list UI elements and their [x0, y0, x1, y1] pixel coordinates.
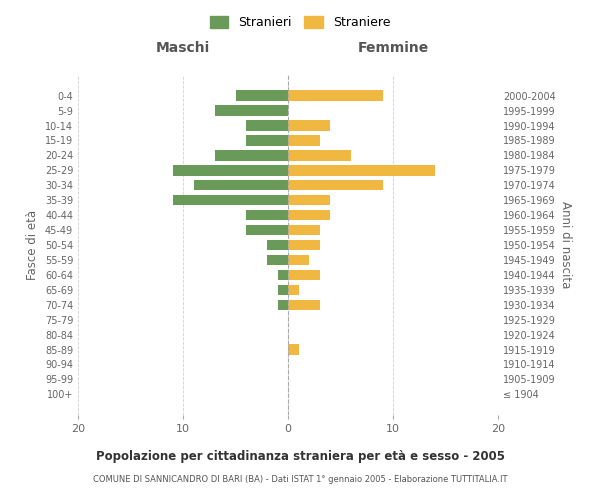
Bar — [215, 150, 288, 160]
Bar — [173, 195, 288, 205]
Bar — [288, 150, 351, 160]
Bar — [288, 240, 320, 250]
Bar — [288, 180, 383, 190]
Bar — [193, 180, 288, 190]
Legend: Stranieri, Straniere: Stranieri, Straniere — [205, 11, 395, 34]
Text: Femmine: Femmine — [358, 41, 428, 55]
Bar — [277, 284, 288, 295]
Bar — [267, 240, 288, 250]
Bar — [288, 165, 435, 175]
Bar — [215, 106, 288, 116]
Bar — [288, 300, 320, 310]
Bar — [288, 136, 320, 145]
Text: Maschi: Maschi — [156, 41, 210, 55]
Bar — [246, 225, 288, 235]
Bar — [288, 210, 330, 220]
Y-axis label: Anni di nascita: Anni di nascita — [559, 202, 572, 288]
Text: Popolazione per cittadinanza straniera per età e sesso - 2005: Popolazione per cittadinanza straniera p… — [95, 450, 505, 463]
Y-axis label: Fasce di età: Fasce di età — [26, 210, 39, 280]
Bar — [267, 254, 288, 265]
Bar — [173, 165, 288, 175]
Bar — [246, 136, 288, 145]
Text: COMUNE DI SANNICANDRO DI BARI (BA) - Dati ISTAT 1° gennaio 2005 - Elaborazione T: COMUNE DI SANNICANDRO DI BARI (BA) - Dat… — [93, 475, 507, 484]
Bar — [288, 254, 309, 265]
Bar — [277, 300, 288, 310]
Bar — [288, 195, 330, 205]
Bar — [288, 284, 299, 295]
Bar — [235, 90, 288, 101]
Bar — [288, 344, 299, 354]
Bar — [246, 120, 288, 131]
Bar — [246, 210, 288, 220]
Bar — [277, 270, 288, 280]
Bar — [288, 90, 383, 101]
Bar — [288, 270, 320, 280]
Bar — [288, 225, 320, 235]
Bar — [288, 120, 330, 131]
